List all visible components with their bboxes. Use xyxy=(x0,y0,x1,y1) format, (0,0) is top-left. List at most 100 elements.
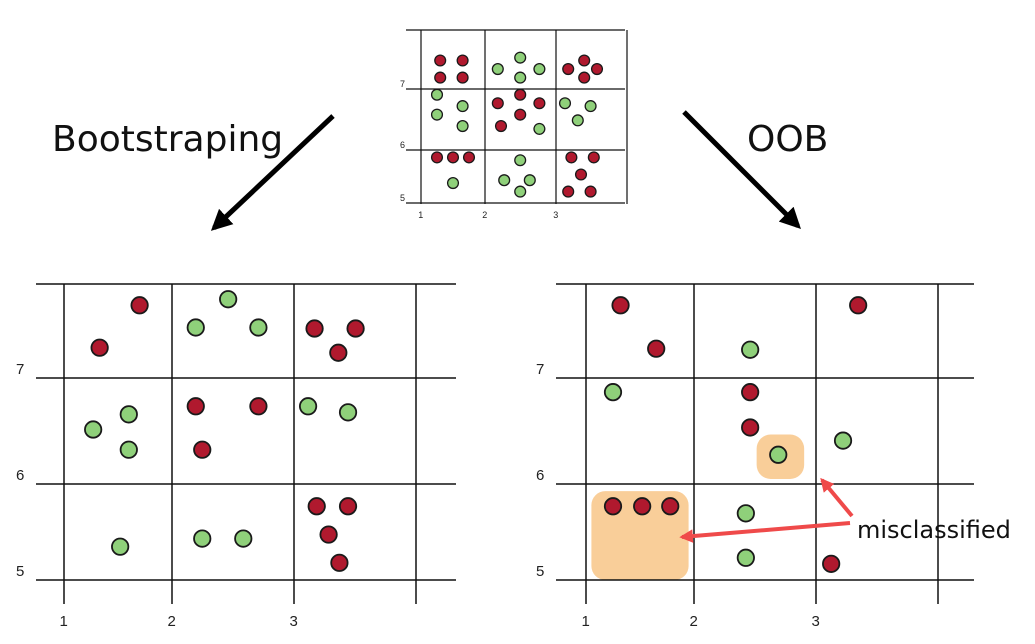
red-data-point xyxy=(130,296,149,315)
x-tick-label: 2 xyxy=(482,210,487,220)
red-data-point xyxy=(462,151,476,164)
green-data-point xyxy=(119,405,138,424)
red-data-point xyxy=(346,319,365,338)
green-data-point xyxy=(558,97,572,110)
y-tick-label: 5 xyxy=(16,563,24,580)
y-tick-label: 7 xyxy=(400,79,405,89)
y-tick-label: 5 xyxy=(536,563,544,580)
red-data-point xyxy=(587,151,600,164)
green-data-point xyxy=(430,88,444,101)
green-data-point xyxy=(193,529,212,548)
red-data-point xyxy=(741,383,760,402)
red-data-point xyxy=(249,397,268,416)
green-data-point xyxy=(523,174,536,187)
green-data-point xyxy=(446,177,460,190)
green-data-point xyxy=(514,71,527,84)
red-data-point xyxy=(741,418,760,437)
red-data-point xyxy=(647,339,666,358)
red-data-point xyxy=(514,88,527,101)
red-data-point xyxy=(514,108,527,121)
y-tick-label: 7 xyxy=(16,361,24,378)
green-data-point xyxy=(571,114,584,127)
red-data-point xyxy=(565,151,578,164)
red-data-point xyxy=(305,319,324,338)
x-tick-label: 1 xyxy=(582,613,590,630)
green-data-point xyxy=(514,154,527,167)
x-tick-label: 3 xyxy=(290,613,298,630)
red-data-point xyxy=(584,185,597,198)
red-data-point xyxy=(434,54,447,67)
bootstrap-sample-panel: 1 2 3 5 6 7 xyxy=(16,283,456,630)
green-data-point xyxy=(249,318,268,337)
red-data-point xyxy=(338,497,358,516)
green-data-point xyxy=(498,174,511,187)
y-tick-label: 6 xyxy=(400,140,405,150)
y-tick-label: 6 xyxy=(536,467,544,484)
red-data-point xyxy=(494,120,508,133)
x-tick-label: 2 xyxy=(168,613,176,630)
red-data-point xyxy=(434,71,447,84)
green-data-point xyxy=(234,529,253,548)
red-data-point xyxy=(633,497,652,516)
green-data-point xyxy=(741,340,760,359)
red-data-point xyxy=(330,553,349,572)
x-tick-label: 3 xyxy=(553,210,558,220)
oob-arrow xyxy=(682,110,801,229)
callout-arrow-lower xyxy=(679,521,851,543)
oob-sample-panel: 1 2 3 5 6 7 xyxy=(536,283,974,630)
red-data-point xyxy=(822,554,841,573)
original-dataset-panel: 1 2 3 5 6 7 xyxy=(400,29,628,220)
green-data-point xyxy=(186,318,205,337)
green-data-point xyxy=(84,420,103,439)
y-tick-label: 6 xyxy=(16,467,24,484)
red-data-point xyxy=(611,296,630,315)
red-data-point xyxy=(661,497,680,516)
y-tick-label: 7 xyxy=(536,361,544,378)
red-data-point xyxy=(562,185,575,198)
green-data-point xyxy=(533,63,546,76)
green-data-point xyxy=(491,63,504,76)
green-data-point xyxy=(514,185,527,198)
green-data-point xyxy=(111,537,130,556)
green-data-point xyxy=(456,120,469,133)
red-data-point xyxy=(307,497,326,516)
red-data-point xyxy=(590,63,604,76)
bootstrapping-heading: Bootstraping xyxy=(52,119,283,160)
green-data-point xyxy=(430,108,444,121)
green-data-point xyxy=(603,383,623,402)
green-data-point xyxy=(514,51,527,64)
red-data-point xyxy=(562,63,575,76)
red-data-point xyxy=(90,338,109,357)
x-tick-label: 2 xyxy=(690,613,698,630)
red-data-point xyxy=(319,525,338,544)
green-data-point xyxy=(456,100,469,113)
red-data-point xyxy=(491,97,504,110)
misclassified-callout: misclassified xyxy=(679,477,1011,544)
green-data-point xyxy=(736,504,755,523)
oob-heading: OOB xyxy=(747,119,828,160)
red-data-point xyxy=(849,296,868,315)
green-data-point xyxy=(338,403,358,422)
x-tick-label: 3 xyxy=(812,613,820,630)
x-tick-label: 1 xyxy=(60,613,68,630)
red-data-point xyxy=(193,440,212,459)
green-data-point xyxy=(219,290,238,309)
green-data-point xyxy=(833,431,853,450)
callout-arrow-upper xyxy=(820,477,854,518)
green-data-point xyxy=(533,122,546,135)
green-data-point xyxy=(736,548,755,567)
red-data-point xyxy=(574,168,588,181)
green-data-point xyxy=(584,100,597,113)
green-data-point xyxy=(769,445,788,464)
misclassified-label: misclassified xyxy=(857,516,1011,544)
red-data-point xyxy=(186,397,205,416)
red-data-point xyxy=(456,54,469,67)
x-tick-label: 1 xyxy=(418,210,423,220)
red-data-point xyxy=(329,343,348,362)
red-data-point xyxy=(456,71,469,84)
green-data-point xyxy=(298,397,318,416)
red-data-point xyxy=(533,97,546,110)
y-tick-label: 5 xyxy=(400,193,405,203)
red-data-point xyxy=(578,54,591,67)
